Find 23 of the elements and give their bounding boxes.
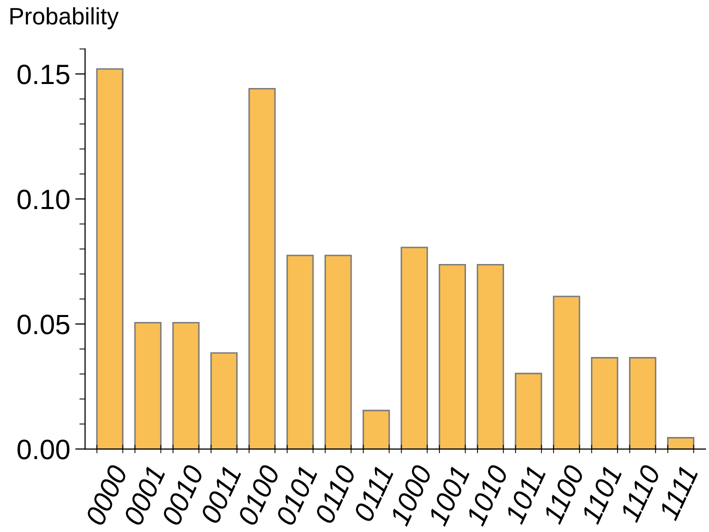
bar: [248, 88, 276, 450]
bar: [667, 437, 694, 450]
y-axis-title: Probability: [10, 7, 119, 30]
y-tick-label: 0.10: [18, 190, 70, 210]
bar: [324, 254, 352, 450]
bar: [552, 296, 580, 450]
y-tick-label: 0.00: [18, 440, 70, 460]
x-tick-label: 0111: [353, 465, 394, 523]
bar: [400, 246, 428, 450]
bar: [362, 410, 390, 450]
x-tick-label: 1111: [658, 465, 698, 522]
bar: [96, 68, 124, 450]
bar: [514, 372, 542, 450]
bar: [210, 352, 238, 450]
bar: [438, 264, 466, 450]
y-tick-label: 0.05: [18, 314, 70, 334]
bar: [172, 322, 200, 450]
bar: [476, 264, 504, 450]
y-tick-label: 0.15: [18, 64, 70, 84]
bar: [629, 357, 656, 450]
bar: [590, 357, 618, 450]
bar: [286, 254, 314, 450]
bar: [134, 322, 162, 450]
